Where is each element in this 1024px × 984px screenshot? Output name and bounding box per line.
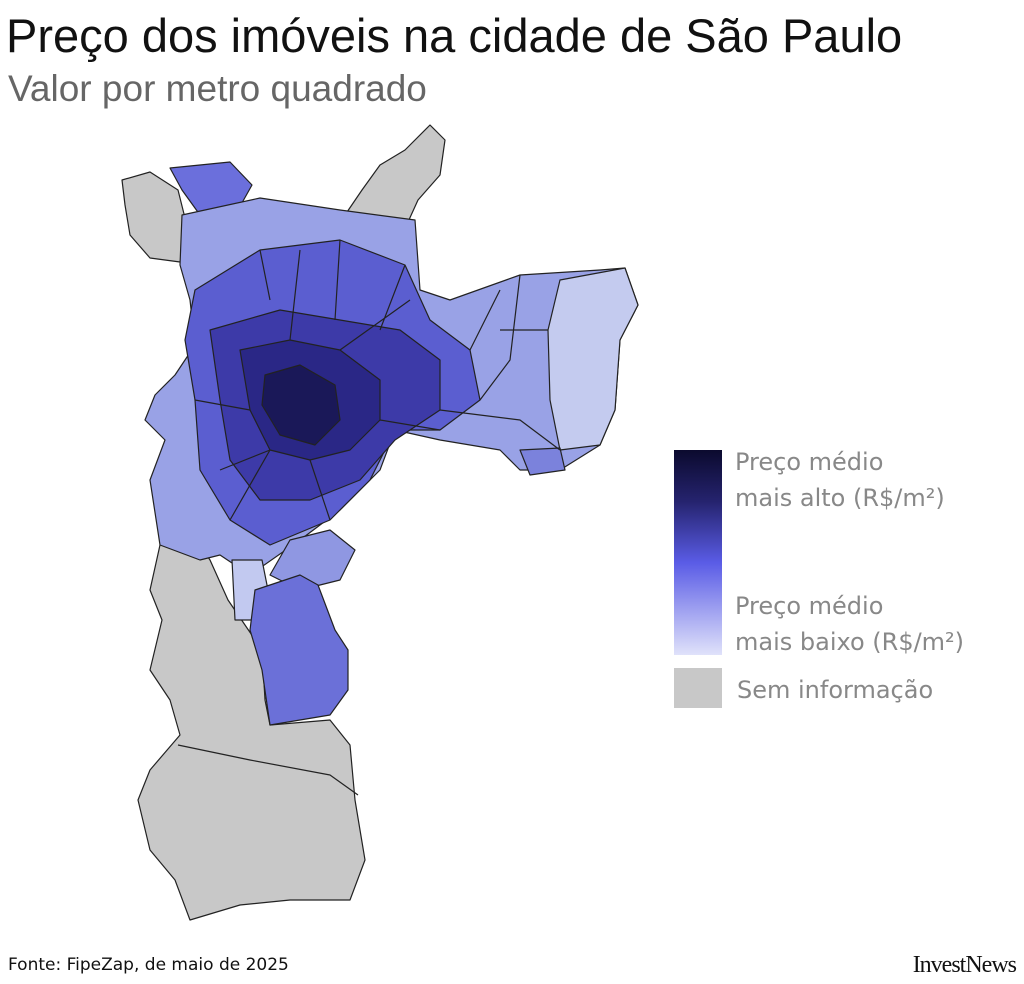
district [547, 267, 639, 451]
district [269, 529, 356, 591]
district [249, 574, 349, 726]
legend-gradient [674, 450, 722, 655]
legend-no-data-swatch [674, 668, 722, 708]
title: Preço dos imóveis na cidade de São Paulo [6, 9, 903, 62]
source: Fonte: FipeZap, de maio de 2025 [8, 955, 289, 975]
district-border [177, 744, 359, 796]
legend-line: Preço médio [735, 448, 884, 476]
district-border [194, 239, 561, 521]
no-data-region [137, 537, 366, 921]
legend-line: mais baixo (R$/m²) [735, 628, 965, 656]
district [261, 364, 341, 446]
legend-line: mais alto (R$/m²) [735, 484, 945, 512]
no-data-region [121, 171, 189, 263]
legend-low-label: Preço médio mais baixo (R$/m²) [735, 588, 964, 660]
legend-line: Preço médio [735, 592, 884, 620]
subtitle: Valor por metro quadrado [8, 68, 427, 109]
district [519, 447, 566, 476]
legend-high-label: Preço médio mais alto (R$/m²) [735, 444, 945, 516]
logo: InvestNews [912, 952, 1017, 978]
legend-no-data-label: Sem informação [737, 676, 934, 704]
